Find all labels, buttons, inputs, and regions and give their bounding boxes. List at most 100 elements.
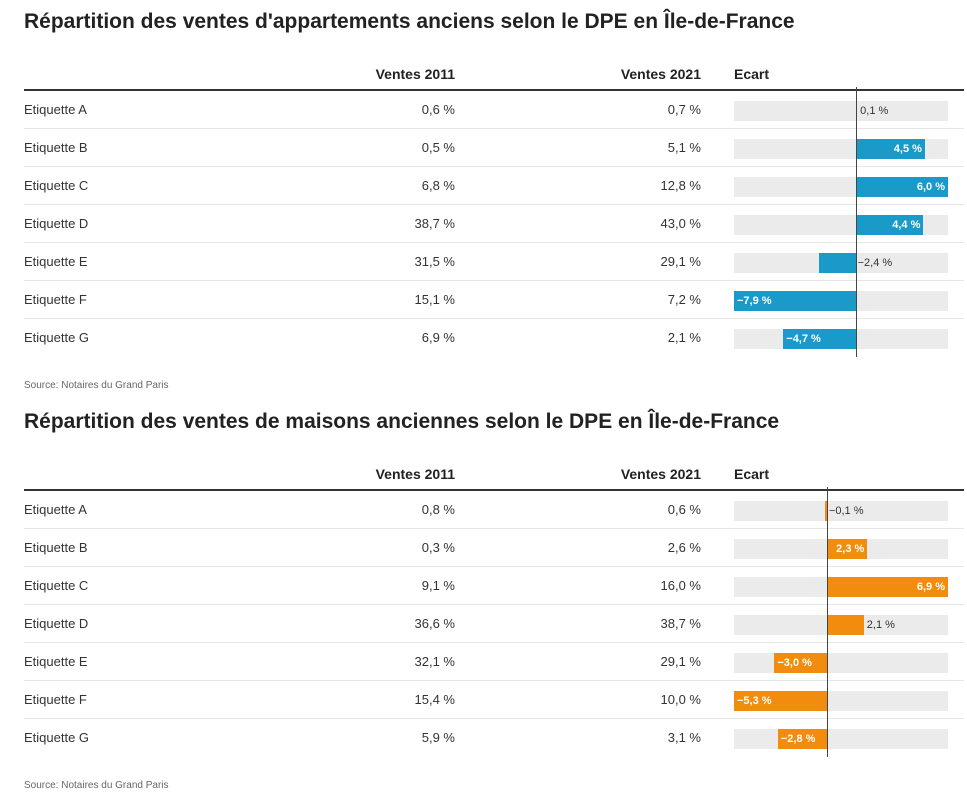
value-ventes-2021: 2,6 % <box>667 540 701 555</box>
row-label: Etiquette G <box>24 730 90 745</box>
column-header-ecart: Ecart <box>734 66 770 82</box>
table-row: Etiquette E 31,5 % 29,1 % −2,4 % <box>24 243 964 281</box>
chart-appartements: Répartition des ventes d'appartements an… <box>24 10 964 395</box>
ecart-label: −0,1 % <box>828 505 864 517</box>
table-rows: Etiquette A 0,8 % 0,6 % −0,1 % Etiquette B 0,… <box>24 487 964 757</box>
ecart-label: 6,9 % <box>916 581 945 593</box>
header-divider <box>24 89 964 91</box>
row-label: Etiquette D <box>24 216 89 231</box>
table-rows: Etiquette A 0,6 % 0,7 % 0,1 % Etiquette B 0,5… <box>24 87 964 357</box>
ecart-bar <box>783 329 856 349</box>
column-header-ventes-2021: Ventes 2021 <box>620 466 701 482</box>
table-row: Etiquette E 32,1 % 29,1 % −3,0 % <box>24 643 964 681</box>
ecart-label: −2,4 % <box>857 257 893 269</box>
value-ventes-2021: 38,7 % <box>660 616 701 631</box>
chart-title: Répartition des ventes de maisons ancien… <box>24 410 780 433</box>
ecart-label: 6,0 % <box>916 181 945 193</box>
ecart-bar <box>855 139 925 159</box>
value-ventes-2021: 29,1 % <box>660 654 701 669</box>
zero-baseline <box>856 87 857 357</box>
row-label: Etiquette B <box>24 140 88 155</box>
value-ventes-2011: 32,1 % <box>414 654 455 669</box>
table-row: Etiquette D 38,7 % 43,0 % 4,4 % <box>24 205 964 243</box>
value-ventes-2021: 0,7 % <box>667 102 701 117</box>
bar-track <box>734 729 948 749</box>
ecart-bar <box>826 615 864 635</box>
row-label: Etiquette B <box>24 540 88 555</box>
ecart-label: −3,0 % <box>777 657 812 669</box>
ecart-label: −7,9 % <box>737 295 772 307</box>
ecart-label: −4,7 % <box>786 333 821 345</box>
value-ventes-2011: 15,4 % <box>414 692 455 707</box>
bar-track <box>734 653 948 673</box>
table-row: Etiquette G 5,9 % 3,1 % −2,8 % <box>24 719 964 757</box>
ecart-bar <box>818 253 856 273</box>
value-ventes-2011: 5,9 % <box>421 730 455 745</box>
table-row: Etiquette A 0,8 % 0,6 % −0,1 % <box>24 491 964 529</box>
ecart-bar <box>825 501 827 521</box>
table-row: Etiquette C 9,1 % 16,0 % 6,9 % <box>24 567 964 605</box>
value-ventes-2021: 0,6 % <box>667 502 701 517</box>
ecart-label: 2,1 % <box>866 619 895 631</box>
value-ventes-2021: 43,0 % <box>660 216 701 231</box>
chart-maisons: Répartition des ventes de maisons ancien… <box>24 410 964 800</box>
ecart-label: 2,3 % <box>836 543 865 555</box>
column-header-ventes-2011: Ventes 2011 <box>375 466 455 482</box>
ecart-label: 4,4 % <box>892 219 921 231</box>
ecart-bar <box>826 577 948 597</box>
row-label: Etiquette D <box>24 616 89 631</box>
value-ventes-2011: 6,8 % <box>421 178 455 193</box>
ecart-label: 0,1 % <box>860 105 889 117</box>
ecart-bar <box>734 691 827 711</box>
row-label: Etiquette F <box>24 292 87 307</box>
value-ventes-2021: 16,0 % <box>660 578 701 593</box>
ecart-bar <box>826 539 868 559</box>
value-ventes-2011: 31,5 % <box>414 254 455 269</box>
ecart-label: −2,8 % <box>780 733 816 745</box>
value-ventes-2011: 0,8 % <box>421 502 455 517</box>
value-ventes-2011: 9,1 % <box>421 578 455 593</box>
row-label: Etiquette C <box>24 578 89 593</box>
value-ventes-2021: 10,0 % <box>660 692 701 707</box>
row-label: Etiquette A <box>24 102 87 117</box>
value-ventes-2011: 15,1 % <box>414 292 455 307</box>
value-ventes-2021: 2,1 % <box>667 330 701 345</box>
row-label: Etiquette G <box>24 330 90 345</box>
bar-track <box>734 501 948 521</box>
ecart-bar <box>777 729 827 749</box>
row-label: Etiquette C <box>24 178 89 193</box>
table-row: Etiquette B 0,3 % 2,6 % 2,3 % <box>24 529 964 567</box>
header-divider <box>24 489 964 491</box>
source-note: Source: Notaires du Grand Paris <box>24 780 169 791</box>
value-ventes-2021: 12,8 % <box>660 178 701 193</box>
ecart-bar <box>734 291 856 311</box>
ecart-label: −5,3 % <box>737 695 772 707</box>
chart-title: Répartition des ventes d'appartements an… <box>24 10 795 33</box>
value-ventes-2011: 6,9 % <box>421 330 455 345</box>
row-label: Etiquette A <box>24 502 87 517</box>
source-note: Source: Notaires du Grand Paris <box>24 380 169 391</box>
value-ventes-2021: 7,2 % <box>667 292 701 307</box>
table-row: Etiquette B 0,5 % 5,1 % 4,5 % <box>24 129 964 167</box>
ecart-bar <box>855 215 924 235</box>
column-header-ecart: Ecart <box>734 466 770 482</box>
zero-baseline <box>827 487 828 757</box>
value-ventes-2011: 36,6 % <box>414 616 455 631</box>
table-row: Etiquette F 15,4 % 10,0 % −5,3 % <box>24 681 964 719</box>
row-label: Etiquette E <box>24 254 88 269</box>
value-ventes-2021: 29,1 % <box>660 254 701 269</box>
value-ventes-2021: 3,1 % <box>667 730 701 745</box>
value-ventes-2021: 5,1 % <box>667 140 701 155</box>
ecart-bar <box>774 653 827 673</box>
table-row: Etiquette F 15,1 % 7,2 % −7,9 % <box>24 281 964 319</box>
bar-track <box>734 101 948 121</box>
table-row: Etiquette C 6,8 % 12,8 % 6,0 % <box>24 167 964 205</box>
ecart-label: 4,5 % <box>893 143 922 155</box>
value-ventes-2011: 0,6 % <box>421 102 455 117</box>
value-ventes-2011: 38,7 % <box>414 216 455 231</box>
table-row: Etiquette A 0,6 % 0,7 % 0,1 % <box>24 91 964 129</box>
column-header-ventes-2011: Ventes 2011 <box>375 66 455 82</box>
table-row: Etiquette G 6,9 % 2,1 % −4,7 % <box>24 319 964 357</box>
ecart-bar <box>855 177 948 197</box>
column-header-ventes-2021: Ventes 2021 <box>620 66 701 82</box>
